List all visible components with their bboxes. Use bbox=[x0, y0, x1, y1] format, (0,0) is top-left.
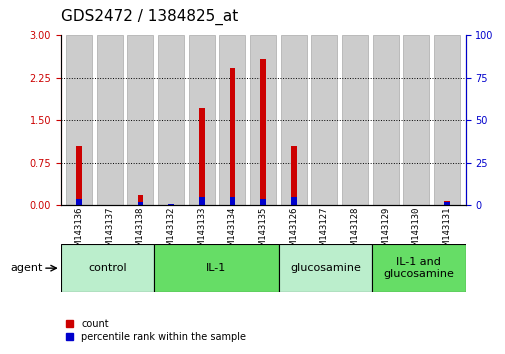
Bar bbox=[260, 59, 265, 205]
Bar bbox=[229, 68, 235, 205]
Bar bbox=[127, 35, 153, 205]
Bar bbox=[372, 35, 398, 205]
Bar bbox=[443, 201, 449, 205]
Legend: count, percentile rank within the sample: count, percentile rank within the sample bbox=[66, 319, 245, 342]
Bar bbox=[290, 146, 296, 205]
Bar bbox=[371, 244, 465, 292]
Bar bbox=[278, 244, 371, 292]
Bar bbox=[433, 35, 459, 205]
Bar bbox=[168, 204, 174, 205]
Bar bbox=[249, 35, 276, 205]
Bar bbox=[188, 35, 215, 205]
Bar bbox=[229, 197, 235, 205]
Text: IL-1: IL-1 bbox=[206, 263, 226, 273]
Bar bbox=[76, 199, 82, 205]
Text: agent: agent bbox=[10, 263, 42, 273]
Bar bbox=[311, 35, 337, 205]
Text: GDS2472 / 1384825_at: GDS2472 / 1384825_at bbox=[61, 8, 237, 25]
Bar bbox=[66, 35, 92, 205]
Bar bbox=[96, 35, 123, 205]
Bar bbox=[280, 35, 306, 205]
Bar bbox=[61, 244, 154, 292]
Text: glucosamine: glucosamine bbox=[289, 263, 360, 273]
Text: control: control bbox=[88, 263, 126, 273]
Bar bbox=[137, 202, 143, 205]
Bar bbox=[402, 35, 429, 205]
Bar bbox=[76, 146, 82, 205]
Bar bbox=[260, 199, 265, 205]
Bar bbox=[158, 35, 184, 205]
Bar bbox=[290, 197, 296, 205]
Bar bbox=[443, 202, 449, 205]
Bar bbox=[341, 35, 368, 205]
Bar bbox=[198, 197, 204, 205]
Bar bbox=[219, 35, 245, 205]
Bar bbox=[198, 108, 204, 205]
Text: IL-1 and
glucosamine: IL-1 and glucosamine bbox=[383, 257, 453, 279]
Bar bbox=[154, 244, 278, 292]
Bar bbox=[137, 195, 143, 205]
